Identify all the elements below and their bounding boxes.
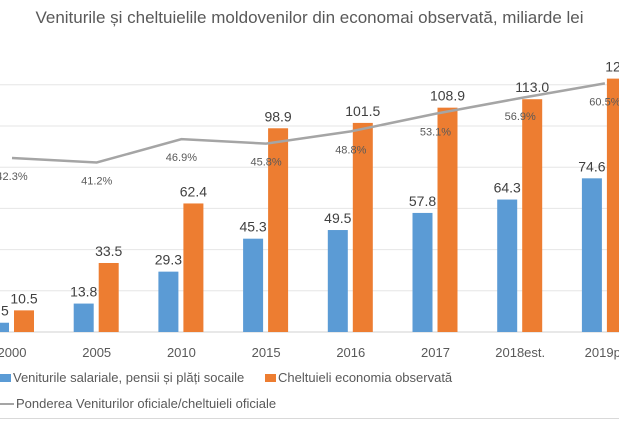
data-label-income: 29.3 (155, 252, 182, 268)
legend-item-expenses: Cheltuieli economia observată (265, 370, 452, 385)
data-label-share: 42.3% (0, 171, 28, 183)
data-label-share: 45.8% (250, 157, 281, 169)
bar-income (158, 271, 179, 332)
bar-income (412, 212, 433, 332)
data-label-expenses: 10.5 (10, 290, 37, 306)
bar-income (0, 322, 9, 332)
data-label-income: 4.5 (0, 303, 9, 319)
legend-line-gray (0, 402, 14, 405)
x-tick-label: 2015 (252, 345, 281, 360)
data-label-expenses: 113.0 (515, 79, 549, 95)
x-tick-label: 2005 (82, 345, 111, 360)
data-label-income: 57.8 (409, 193, 436, 209)
data-label-expenses: 98.9 (264, 108, 291, 124)
data-label-expenses: 33.5 (95, 243, 122, 259)
bar-expenses (268, 128, 289, 332)
data-label-share: 41.2% (81, 176, 112, 188)
legend-item-income: Veniturile salariale, pensii și plăți so… (0, 370, 244, 385)
data-label-income: 49.5 (324, 210, 351, 226)
data-label-share: 53.1% (420, 127, 451, 139)
bar-expenses (522, 99, 543, 332)
bar-income (73, 303, 94, 332)
data-label-income: 64.3 (494, 180, 521, 196)
bar-income (581, 178, 602, 332)
bar-expenses (98, 262, 119, 332)
bar-expenses (437, 107, 458, 332)
legend-swatch-blue (0, 373, 11, 382)
bar-expenses (183, 203, 204, 332)
data-label-income: 74.6 (578, 158, 605, 174)
line-share (11, 82, 606, 164)
bottom-divider (0, 418, 619, 419)
data-label-expenses: 101.5 (345, 103, 380, 119)
bar-expenses (606, 78, 619, 333)
x-tick-label: 2000 (0, 345, 26, 360)
legend-label-expenses: Cheltuieli economia observată (278, 370, 453, 385)
bar-income (243, 238, 264, 332)
legend-label-income: Veniturile salariale, pensii și plăți so… (13, 370, 245, 385)
x-tick-label: 2010 (167, 345, 196, 360)
chart-title: Veniturile și cheltuielile moldovenilor … (35, 8, 584, 27)
data-label-income: 13.8 (70, 284, 97, 300)
x-tick-label: 2017 (421, 345, 450, 360)
bar-income (497, 199, 518, 332)
data-label-expenses: 108.9 (430, 88, 465, 104)
data-label-share: 48.8% (335, 144, 366, 156)
x-tick-label: 2016 (336, 345, 365, 360)
legend-label-share: Ponderea Veniturilor oficiale/cheltuieli… (16, 396, 277, 411)
x-tick-label: 2019pr (585, 345, 619, 360)
x-tick-label: 2018est. (495, 345, 545, 360)
bar-income (327, 230, 348, 332)
data-label-share: 60.5% (589, 96, 619, 108)
data-label-share: 46.9% (166, 152, 197, 164)
data-label-expenses: 123 (605, 59, 619, 75)
bar-expenses (352, 122, 373, 332)
data-label-share: 56.9% (505, 111, 536, 123)
legend-swatch-orange (265, 373, 276, 382)
data-label-expenses: 62.4 (180, 183, 207, 199)
bar-expenses (14, 310, 34, 332)
legend-item-share: Ponderea Veniturilor oficiale/cheltuieli… (0, 396, 276, 411)
data-label-income: 45.3 (239, 219, 266, 235)
